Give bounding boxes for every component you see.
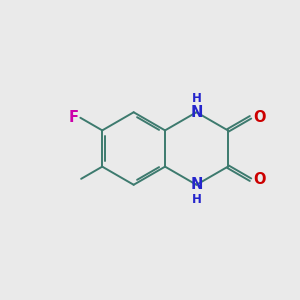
Text: O: O (253, 172, 266, 187)
Text: F: F (69, 110, 79, 125)
Text: N: N (190, 177, 202, 192)
Text: N: N (190, 105, 202, 120)
Text: H: H (191, 92, 201, 104)
Text: H: H (191, 193, 201, 206)
Text: O: O (253, 110, 266, 125)
